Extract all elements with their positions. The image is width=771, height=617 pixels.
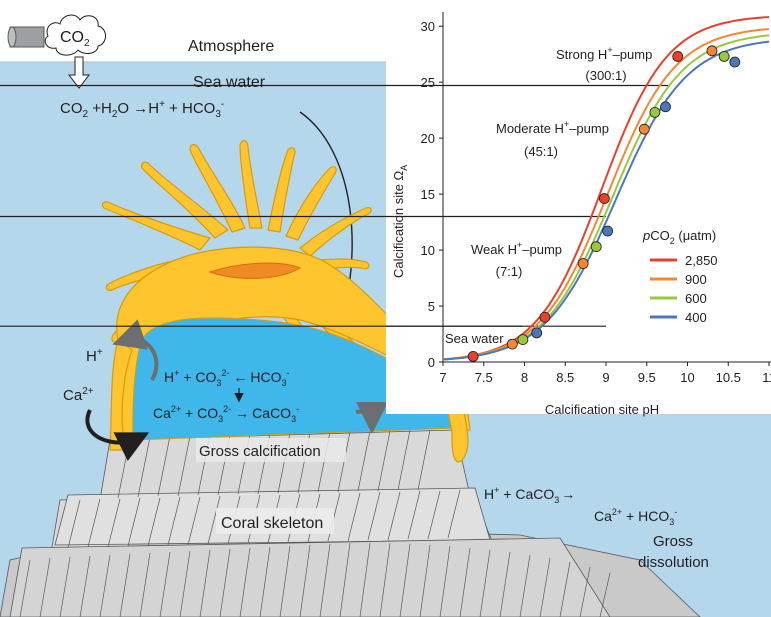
x-tick-label: 8 (521, 370, 528, 385)
pump-annotation: Weak H+–pump (471, 240, 562, 257)
gross-dissolution-label-2: dissolution (638, 554, 709, 571)
x-tick-label: 8.5 (556, 370, 574, 385)
data-point-600 (650, 107, 660, 117)
data-point-600 (591, 242, 601, 252)
x-tick-label: 9 (602, 370, 609, 385)
atmosphere-label: Atmosphere (188, 38, 274, 55)
pump-annotation: (7:1) (496, 264, 523, 279)
coral-skeleton-label: Coral skeleton (221, 515, 323, 532)
data-point-400 (660, 102, 670, 112)
gross-dissolution-label-1: Gross (653, 533, 693, 550)
data-point-600 (719, 51, 729, 61)
data-point-600 (518, 335, 528, 345)
legend-entry: 2,850 (685, 253, 718, 268)
data-point-400 (532, 328, 542, 338)
y-tick-label: 10 (421, 243, 435, 258)
pump-annotation: Strong H+–pump (556, 45, 652, 62)
data-point-900 (578, 258, 588, 268)
y-tick-label: 30 (421, 19, 435, 34)
pump-annotation: (45:1) (524, 144, 558, 159)
data-point-400 (730, 57, 740, 67)
pump-annotation: (300:1) (585, 68, 626, 83)
y-tick-label: 5 (428, 299, 435, 314)
data-point-900 (707, 46, 717, 56)
x-tick-label: 10 (680, 370, 694, 385)
y-tick-label: 15 (421, 187, 435, 202)
data-point-900 (507, 339, 517, 349)
legend-entry: 400 (685, 310, 707, 325)
x-tick-label: 9.5 (638, 370, 656, 385)
y-tick-label: 0 (428, 355, 435, 370)
pump-annotation: Moderate H+–pump (496, 119, 609, 136)
data-point-2850 (673, 51, 683, 61)
gross-calcification-label: Gross calcification (199, 443, 321, 460)
x-axis-title: Calcification site pH (545, 402, 659, 417)
data-point-2850 (540, 312, 550, 322)
x-tick-label: 7 (439, 370, 446, 385)
data-point-400 (603, 226, 613, 236)
x-tick-label: 11 (762, 370, 771, 385)
chart-panel (386, 12, 771, 414)
x-tick-label: 10.5 (716, 370, 741, 385)
legend-entry: 900 (685, 272, 707, 287)
data-point-900 (639, 124, 649, 134)
data-point-2850 (599, 194, 609, 204)
pump-annotation: Sea water (445, 331, 504, 346)
y-tick-label: 25 (421, 75, 435, 90)
sea-water-label: Sea water (193, 74, 266, 91)
x-tick-label: 7.5 (475, 370, 493, 385)
y-tick-label: 20 (421, 131, 435, 146)
legend-entry: 600 (685, 291, 707, 306)
data-point-2850 (468, 351, 478, 361)
